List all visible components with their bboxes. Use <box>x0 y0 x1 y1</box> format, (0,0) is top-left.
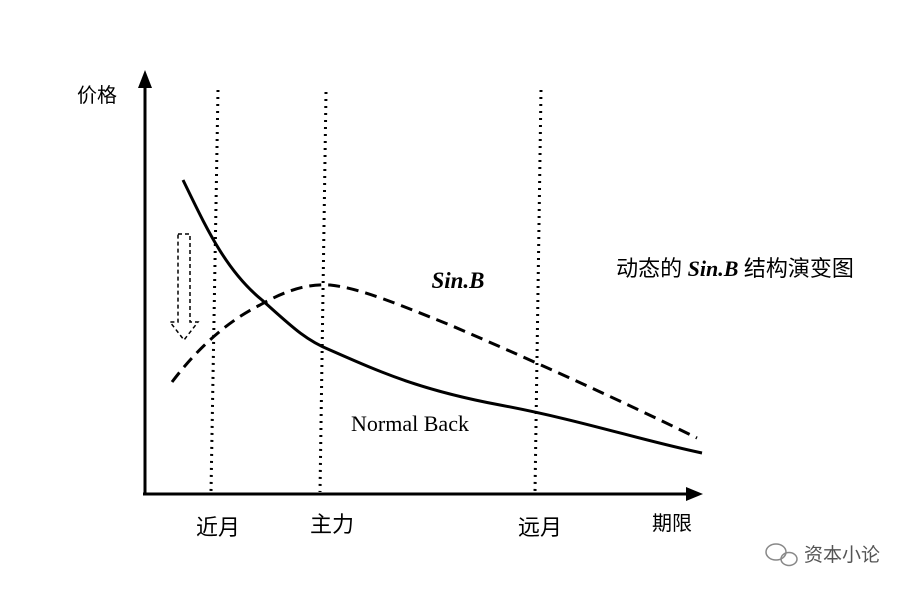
curve-label: Normal Back <box>351 411 469 436</box>
marker-label: 远月 <box>518 516 562 541</box>
x-arrow <box>686 487 703 501</box>
caption-emphasis: Sin.B <box>688 256 739 281</box>
axes <box>143 82 690 496</box>
y-arrow <box>138 70 152 88</box>
watermark-icon <box>765 543 798 567</box>
x-axis-label: 期限 <box>652 511 692 535</box>
caption-prefix: 动态的 <box>616 257 682 282</box>
y-axis-label: 价格 <box>77 83 117 107</box>
curve-label: Sin.B <box>431 268 484 293</box>
normal-back-curve <box>181 179 703 455</box>
shift-arrow <box>168 233 200 342</box>
caption-suffix: 结构演变图 <box>744 257 854 282</box>
marker-label: 主力 <box>310 513 354 538</box>
caption: 动态的 Sin.B 结构演变图 <box>616 256 854 282</box>
marker-label: 近月 <box>196 516 240 541</box>
watermark: 资本小论 <box>804 544 880 566</box>
